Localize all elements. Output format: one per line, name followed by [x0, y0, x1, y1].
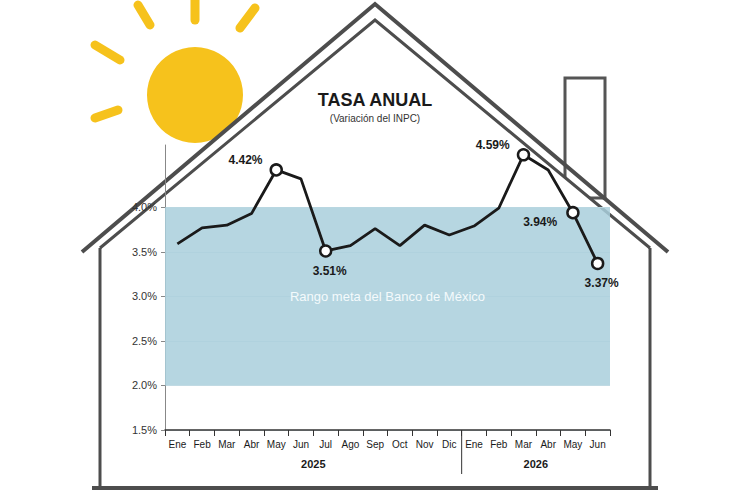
svg-text:3.5%: 3.5%: [132, 246, 157, 258]
svg-text:May: May: [563, 439, 582, 450]
svg-text:Oct: Oct: [392, 439, 408, 450]
svg-text:Mar: Mar: [218, 439, 236, 450]
svg-text:Ene: Ene: [465, 439, 483, 450]
svg-text:Ago: Ago: [342, 439, 360, 450]
svg-text:Mar: Mar: [515, 439, 533, 450]
svg-text:Jun: Jun: [293, 439, 309, 450]
svg-text:2025: 2025: [301, 458, 325, 470]
svg-text:2.5%: 2.5%: [132, 335, 157, 347]
svg-text:Feb: Feb: [193, 439, 211, 450]
svg-text:(Variación del INPC): (Variación del INPC): [330, 113, 420, 124]
svg-text:3.94%: 3.94%: [523, 215, 557, 229]
svg-text:Ene: Ene: [168, 439, 186, 450]
svg-text:4.42%: 4.42%: [228, 153, 262, 167]
svg-text:2026: 2026: [524, 458, 548, 470]
svg-text:May: May: [267, 439, 286, 450]
svg-text:3.37%: 3.37%: [585, 276, 619, 290]
svg-text:Jun: Jun: [590, 439, 606, 450]
svg-text:Rango meta del Banco de México: Rango meta del Banco de México: [290, 289, 485, 304]
svg-text:Sep: Sep: [366, 439, 384, 450]
svg-text:Jul: Jul: [319, 439, 332, 450]
svg-text:Abr: Abr: [244, 439, 260, 450]
svg-text:3.51%: 3.51%: [313, 264, 347, 278]
svg-text:4.59%: 4.59%: [476, 138, 510, 152]
svg-text:TASA ANUAL: TASA ANUAL: [318, 90, 432, 110]
svg-text:2.0%: 2.0%: [132, 379, 157, 391]
svg-text:Dic: Dic: [442, 439, 456, 450]
svg-text:1.5%: 1.5%: [132, 424, 157, 436]
svg-text:3.0%: 3.0%: [132, 290, 157, 302]
svg-text:Feb: Feb: [490, 439, 508, 450]
svg-text:Nov: Nov: [416, 439, 434, 450]
svg-text:4.0%: 4.0%: [132, 201, 157, 213]
svg-text:Abr: Abr: [540, 439, 556, 450]
